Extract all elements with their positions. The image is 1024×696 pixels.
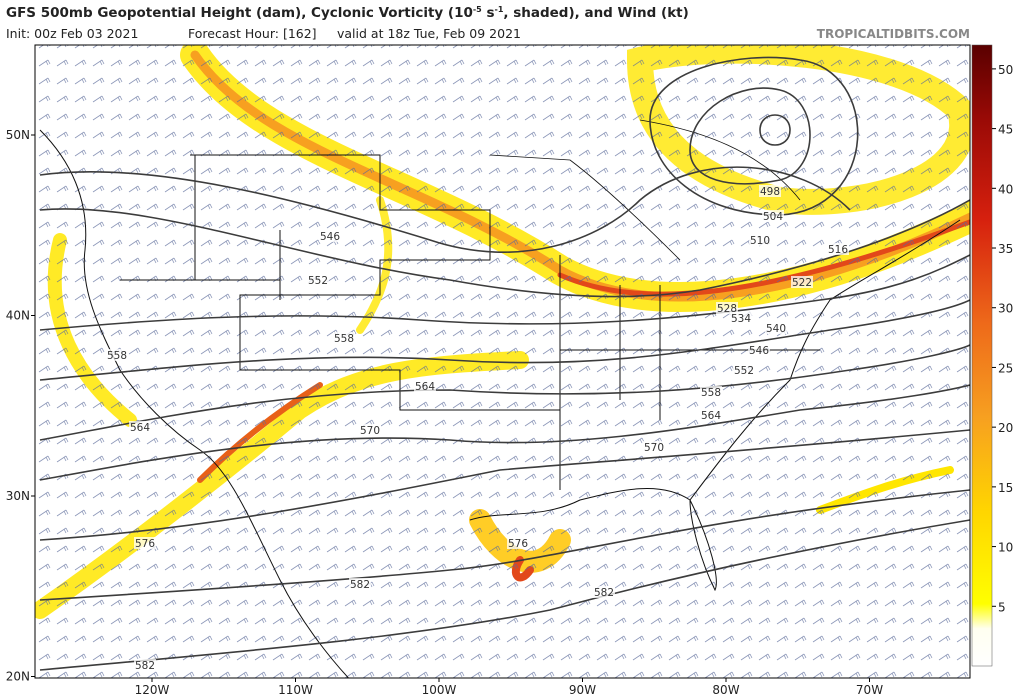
init-time: Init: 00z Feb 03 2021 <box>6 26 138 41</box>
colorbar-label: 40 <box>998 182 1013 196</box>
contour-label-bg <box>507 537 529 549</box>
contour-label: 576 <box>135 538 155 550</box>
lat-label: 40N <box>6 309 30 323</box>
lon-label: 70W <box>856 683 883 696</box>
contour-label: 504 <box>763 211 783 223</box>
contour-label: 582 <box>350 579 370 591</box>
colorbar-label: 5 <box>998 600 1006 614</box>
contour-label: 522 <box>792 277 812 289</box>
contour-label-bg <box>762 210 784 222</box>
contour-label: 564 <box>701 410 721 422</box>
lon-label: 100W <box>422 683 457 696</box>
colorbar-label: 50 <box>998 63 1013 77</box>
map-area: 546 552 558 564 570 576 582 582 558 564 498 504 510 5… <box>35 45 970 678</box>
contour-label-bg <box>414 380 436 392</box>
colorbar-label: 10 <box>998 541 1013 555</box>
contour-label: 582 <box>135 660 155 672</box>
contour-label: 576 <box>508 538 528 550</box>
contour-label-bg <box>827 243 849 255</box>
contour-label-bg <box>319 230 341 242</box>
contour-label-bg <box>333 332 355 344</box>
contour-label-bg <box>593 586 615 598</box>
contour-label: 558 <box>107 350 127 362</box>
contour-label: 546 <box>749 345 769 357</box>
map-frame <box>34 44 971 679</box>
contour-label: 558 <box>334 333 354 345</box>
height-contours <box>39 56 970 671</box>
contour-label-bg <box>349 578 371 590</box>
contour-label: 582 <box>594 587 614 599</box>
colorbar <box>971 44 993 667</box>
colorbar-label: 25 <box>998 361 1013 375</box>
contour-label: 558 <box>701 387 721 399</box>
contour-label: 516 <box>828 244 848 256</box>
contour-label-bg <box>765 322 787 334</box>
contour-label: 552 <box>308 275 328 287</box>
valid-time: valid at 18z Tue, Feb 09 2021 <box>337 26 521 41</box>
contour-label-bg <box>359 424 381 436</box>
contour-label: 546 <box>320 231 340 243</box>
lat-label: 50N <box>6 128 30 142</box>
contour-label: 540 <box>766 323 786 335</box>
lon-label: 90W <box>569 683 596 696</box>
contour-label: 564 <box>130 422 150 434</box>
contour-label: 552 <box>734 365 754 377</box>
colorbar-label: 35 <box>998 242 1013 256</box>
contour-label-bg <box>129 421 151 433</box>
contour-label: 510 <box>750 235 770 247</box>
colorbar-label: 20 <box>998 421 1013 435</box>
contour-label-bg <box>791 276 813 288</box>
colorbar-label: 30 <box>998 302 1013 316</box>
colorbar-label: 45 <box>998 123 1013 137</box>
contour-label-bg <box>716 302 738 314</box>
contour-label-bg <box>307 274 329 286</box>
contour-label-bg <box>748 344 770 356</box>
brand: TROPICALTIDBITS.COM <box>817 27 970 41</box>
contour-label-bg <box>730 312 752 324</box>
contour-label: 564 <box>415 381 435 393</box>
title: GFS 500mb Geopotential Height (dam), Cyc… <box>6 5 689 21</box>
contour-label-bg <box>700 386 722 398</box>
lon-label: 120W <box>135 683 170 696</box>
lon-label: 80W <box>712 683 739 696</box>
contour-label: 570 <box>360 425 380 437</box>
contour-label-bg <box>134 537 156 549</box>
contour-label-bg <box>643 441 665 453</box>
contour-label-bg <box>733 364 755 376</box>
contour-label: 498 <box>760 186 780 198</box>
forecast-hour: Forecast Hour: [162] <box>188 26 317 41</box>
lat-label: 20N <box>6 670 30 684</box>
contour-label-bg <box>106 349 128 361</box>
lat-label: 30N <box>6 489 30 503</box>
contour-label-bg <box>759 185 781 197</box>
contour-label: 570 <box>644 442 664 454</box>
colorbar-label: 15 <box>998 481 1013 495</box>
contour-label-bg <box>700 409 722 421</box>
contour-label-bg <box>134 659 156 671</box>
wind-barbs <box>35 45 970 678</box>
contour-label-bg <box>749 234 771 246</box>
contour-label: 534 <box>731 313 751 325</box>
lon-label: 110W <box>278 683 313 696</box>
